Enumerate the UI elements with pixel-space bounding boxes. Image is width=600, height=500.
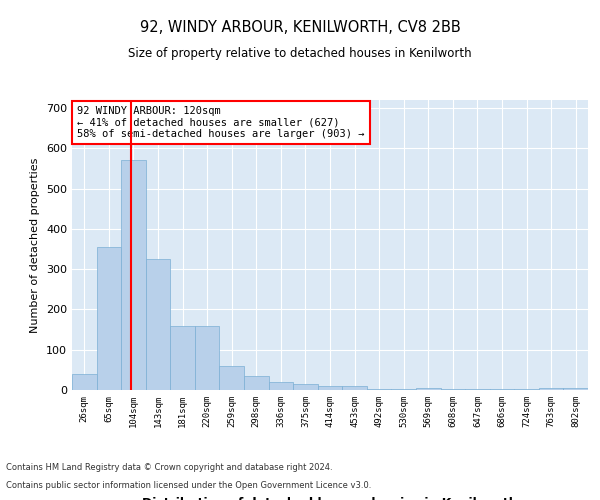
Bar	[121, 160, 146, 390]
Bar	[146, 259, 170, 390]
Bar	[416, 388, 440, 390]
Bar	[170, 326, 195, 390]
Bar	[244, 376, 269, 390]
Bar	[342, 386, 367, 390]
Bar	[563, 388, 588, 390]
Bar	[490, 389, 514, 390]
Bar	[391, 389, 416, 390]
Bar	[220, 366, 244, 390]
Text: 92 WINDY ARBOUR: 120sqm
← 41% of detached houses are smaller (627)
58% of semi-d: 92 WINDY ARBOUR: 120sqm ← 41% of detache…	[77, 106, 365, 139]
Bar	[367, 389, 391, 390]
Bar	[269, 382, 293, 390]
X-axis label: Distribution of detached houses by size in Kenilworth: Distribution of detached houses by size …	[142, 496, 518, 500]
Bar	[97, 247, 121, 390]
Bar	[440, 389, 465, 390]
Text: Contains HM Land Registry data © Crown copyright and database right 2024.: Contains HM Land Registry data © Crown c…	[6, 464, 332, 472]
Bar	[465, 389, 490, 390]
Bar	[72, 374, 97, 390]
Text: Size of property relative to detached houses in Kenilworth: Size of property relative to detached ho…	[128, 48, 472, 60]
Bar	[195, 326, 220, 390]
Y-axis label: Number of detached properties: Number of detached properties	[31, 158, 40, 332]
Text: 92, WINDY ARBOUR, KENILWORTH, CV8 2BB: 92, WINDY ARBOUR, KENILWORTH, CV8 2BB	[140, 20, 460, 35]
Bar	[514, 389, 539, 390]
Bar	[293, 384, 318, 390]
Bar	[318, 386, 342, 390]
Text: Contains public sector information licensed under the Open Government Licence v3: Contains public sector information licen…	[6, 481, 371, 490]
Bar	[539, 388, 563, 390]
